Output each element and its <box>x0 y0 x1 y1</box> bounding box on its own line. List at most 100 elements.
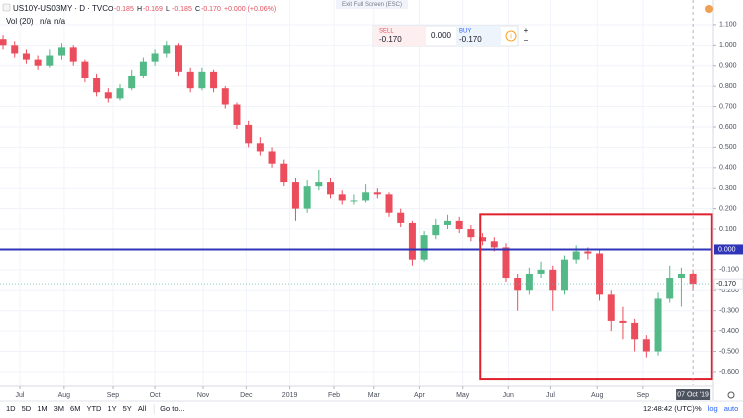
buy-button[interactable] <box>456 26 501 46</box>
candle-body <box>280 163 288 183</box>
candle-body <box>537 269 545 274</box>
candle-body <box>397 212 405 223</box>
candle-body <box>22 53 30 60</box>
x-tick-label: Jun <box>503 392 514 399</box>
info-icon[interactable] <box>505 30 517 42</box>
x-tick-label: Nov <box>197 392 210 399</box>
candle-body <box>666 278 674 299</box>
info-icon-glyph: i <box>510 33 512 40</box>
range-button[interactable]: 5D <box>22 404 32 413</box>
range-button[interactable]: YTD <box>86 404 102 413</box>
x-tick-label: Aug <box>591 392 604 399</box>
candle-body <box>432 224 440 236</box>
y-tick-label: 0.600 <box>719 124 737 131</box>
candle-body <box>490 241 498 248</box>
x-tick-label: May <box>456 392 470 399</box>
ohlc-key: C <box>195 6 200 13</box>
clock: 12:48:42 (UTC) <box>643 404 695 413</box>
y-tick-label: 0.800 <box>719 83 737 90</box>
candle-body <box>0 39 7 46</box>
plus-button[interactable]: + <box>524 26 529 35</box>
candle-body <box>338 194 346 201</box>
exit-fullscreen-text: Exit Full Screen (ESC) <box>342 2 402 8</box>
candle-body <box>607 294 615 321</box>
range-button[interactable]: All <box>138 404 147 413</box>
hline-label-bg <box>714 244 743 255</box>
y-tick-label: -0.600 <box>719 369 739 376</box>
candle-body <box>198 71 206 89</box>
candle-body <box>221 88 229 105</box>
candle-body <box>11 45 19 54</box>
settings-icon[interactable] <box>727 391 735 399</box>
y-tick-label: -0.400 <box>719 328 739 335</box>
candle-body <box>677 273 685 279</box>
candle-body <box>174 45 182 72</box>
range-button[interactable]: 6M <box>70 404 80 413</box>
candle-body <box>502 247 510 279</box>
candle-body <box>268 151 276 164</box>
trade-widget: SELL -0.170 0.000 BUY -0.170 i + − <box>372 25 529 47</box>
plot <box>0 0 713 385</box>
crosshair-label: 07 Oct '19 <box>677 391 709 398</box>
candle-body <box>315 182 323 187</box>
x-tick-label: Jul <box>16 392 25 399</box>
candle-body <box>69 47 77 62</box>
candle-body <box>104 92 112 99</box>
candle-body <box>479 237 487 242</box>
candle-body <box>81 61 89 78</box>
candle-body <box>58 47 66 56</box>
candle-body <box>350 200 358 202</box>
symbol: US10Y-US03MY · D · TVC <box>13 4 108 13</box>
candle-body <box>596 253 604 295</box>
toolbar: 1D 5D 1M 3M 6M YTD 1Y 5Y All Go to... <box>6 404 185 414</box>
ohlc-value: -0.185 <box>172 6 192 13</box>
candle-body <box>46 55 54 66</box>
x-tick-label: Aug <box>58 392 71 399</box>
alert-icon[interactable] <box>705 5 713 13</box>
volume-value: n/a <box>40 17 52 26</box>
y-tick-label: -0.100 <box>719 267 739 274</box>
range-button[interactable]: 5Y <box>123 404 132 413</box>
x-tick-label: Sep <box>637 392 650 399</box>
candle-body <box>128 75 136 89</box>
candle-body <box>151 53 159 62</box>
range-button[interactable]: 1D <box>6 404 16 413</box>
grid <box>0 0 713 385</box>
candle-body <box>34 59 42 66</box>
minus-button[interactable]: − <box>524 36 529 45</box>
candle-body <box>584 251 592 254</box>
candle-body <box>256 143 264 152</box>
candle-body <box>619 320 627 323</box>
scale-option[interactable]: log <box>708 404 718 413</box>
candle-body <box>93 77 101 93</box>
candle-body <box>455 220 463 230</box>
y-tick-label: -0.300 <box>719 308 739 315</box>
x-tick-label: Sep <box>107 392 120 399</box>
ohlc-value: -0.169 <box>143 6 163 13</box>
range-button[interactable]: 1M <box>37 404 47 413</box>
candle-body <box>443 220 451 225</box>
volume-label: Vol (20) <box>6 17 34 26</box>
y-tick-label: 0.500 <box>719 144 737 151</box>
goto-button[interactable]: Go to... <box>160 404 185 413</box>
y-tick-label: -0.500 <box>719 348 739 355</box>
candle-body <box>373 192 381 195</box>
x-tick-label: Mar <box>368 392 381 399</box>
range-button[interactable]: 1Y <box>107 404 116 413</box>
range-button[interactable]: 3M <box>54 404 64 413</box>
ohlc-legend: O -0.185 H -0.169 L -0.185 C -0.170 +0.000 (+0.0… <box>108 6 276 13</box>
ohlc-key: O <box>108 6 114 13</box>
candle-body <box>245 124 253 144</box>
exit-fullscreen[interactable] <box>336 0 408 9</box>
candle-body <box>385 194 393 213</box>
candle-body <box>654 298 662 352</box>
scale-option[interactable]: auto <box>724 404 739 413</box>
x-tick-label: Dec <box>240 392 253 399</box>
volume-value: n/a <box>54 17 66 26</box>
axes: -0.600 -0.500 -0.400 -0.300 -0.200 -0.100 0.10… <box>16 22 743 400</box>
x-tick-label: Feb <box>328 392 340 399</box>
sell-button[interactable] <box>373 26 426 46</box>
scale-option[interactable]: % <box>695 404 702 413</box>
x-tick-label: Apr <box>414 392 426 399</box>
collapse-button[interactable] <box>2 3 11 12</box>
